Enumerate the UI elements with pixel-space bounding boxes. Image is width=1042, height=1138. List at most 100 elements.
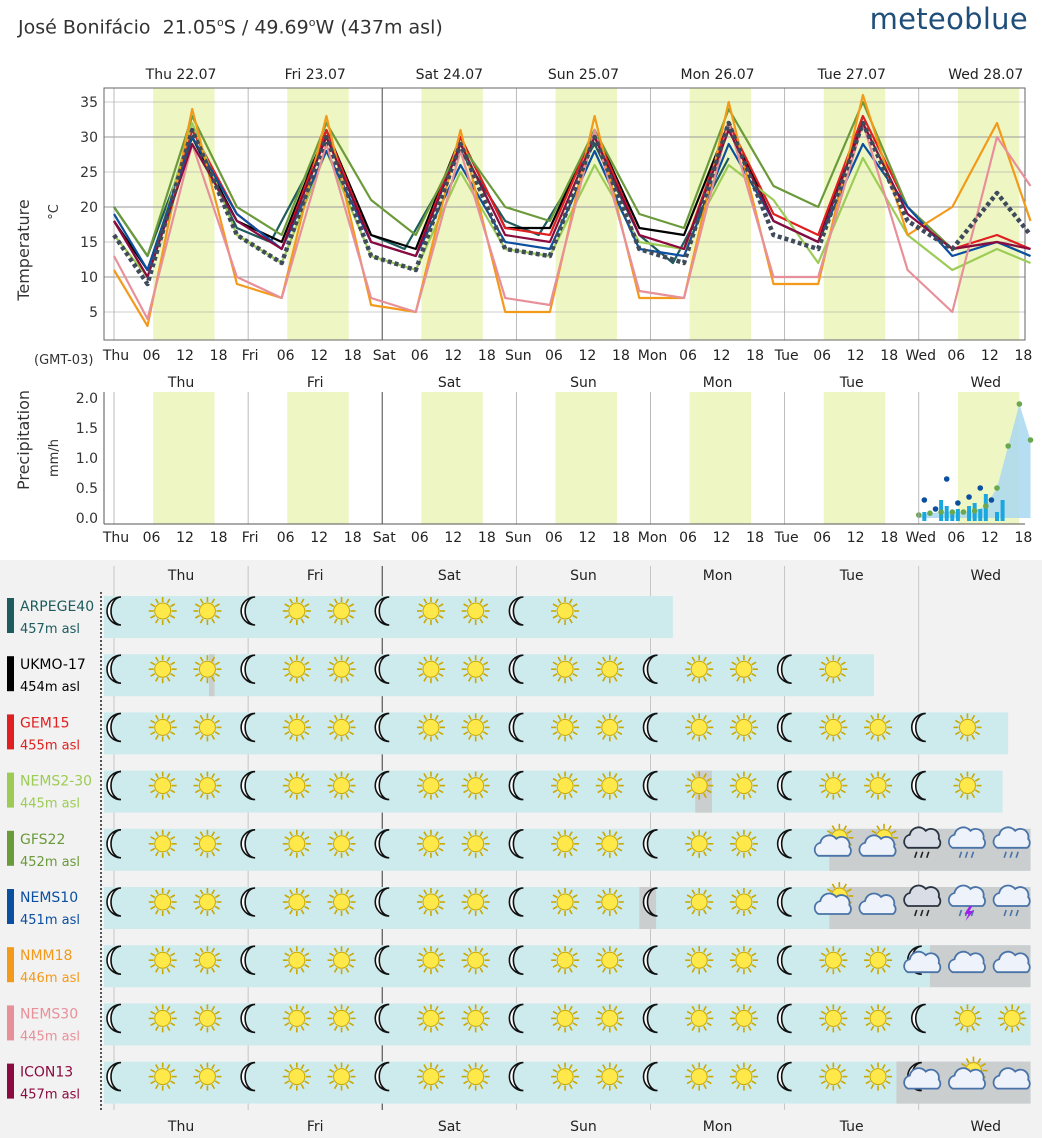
moon-shape: [106, 945, 122, 975]
sun-disc: [154, 1009, 172, 1027]
sun-icon: [193, 655, 222, 684]
sun-ray: [348, 964, 355, 968]
sun-disc: [601, 835, 619, 853]
sun-icon: [685, 713, 714, 742]
sun-ray: [691, 1083, 696, 1090]
sun-disc: [869, 1068, 887, 1086]
sun-ray: [881, 1083, 886, 1090]
sun-ray: [199, 947, 204, 953]
sun-ray: [552, 603, 558, 608]
sun-ray: [597, 836, 603, 840]
moon-shape: [240, 770, 256, 801]
sun-ray: [974, 719, 980, 724]
sun-ray: [840, 777, 846, 782]
sun-ray: [304, 847, 310, 852]
precip-bar: [994, 512, 999, 521]
sun-ray: [300, 947, 305, 953]
sun-ray: [825, 1025, 830, 1031]
precip-dot: [1027, 437, 1034, 443]
sun-disc: [735, 893, 753, 911]
sun-ray: [840, 1080, 846, 1085]
x-hour-label: 06: [277, 348, 295, 364]
sun-ray: [865, 1010, 871, 1015]
sun-ray: [199, 656, 204, 662]
sun-ray: [434, 1064, 439, 1070]
sun-ray: [333, 598, 338, 604]
day-date-label: Mon 26.07: [681, 67, 755, 83]
moon-icon: [911, 770, 926, 801]
sun-ray: [751, 847, 757, 852]
x-day-label: Mon: [638, 530, 668, 546]
sun-ray: [150, 836, 156, 840]
sun-ray: [170, 1022, 176, 1027]
sun-ray: [552, 1080, 558, 1085]
sun-icon: [461, 1004, 490, 1033]
sun-ray: [613, 676, 618, 682]
sun-ray: [348, 1022, 355, 1027]
sun-disc: [467, 718, 485, 736]
sun-ray: [155, 714, 159, 721]
sun-ray: [483, 1068, 489, 1073]
sun-ray: [597, 847, 603, 852]
sun-ray: [960, 1062, 967, 1067]
sun-ray: [284, 847, 290, 852]
moon-icon: [911, 712, 926, 743]
sun-icon: [282, 888, 311, 916]
sun-ray: [170, 1068, 176, 1073]
sun-ray: [736, 656, 741, 662]
day-label: Sat: [438, 375, 461, 391]
sun-ray: [820, 719, 826, 724]
sun-ray: [467, 1064, 472, 1070]
cloud-shape: [948, 1067, 986, 1090]
sun-ray: [974, 1022, 980, 1027]
sun-ray: [820, 1080, 826, 1085]
sun-ray: [304, 661, 310, 666]
sun-disc: [154, 660, 172, 678]
sun-ray: [837, 714, 842, 721]
sun-icon: [864, 946, 893, 975]
sun-ray: [691, 792, 696, 799]
moon-icon: [776, 945, 792, 975]
sun-disc: [422, 718, 440, 736]
sun-icon: [461, 946, 490, 975]
sun-ray: [199, 1005, 204, 1012]
sun-ray: [329, 673, 335, 677]
precip-bar: [922, 512, 927, 521]
sun-ray: [214, 1022, 220, 1027]
sun-ray: [840, 964, 846, 968]
x-hour-label: 12: [981, 530, 999, 546]
x-day-label: Sat: [373, 348, 396, 364]
sun-ray: [751, 1068, 757, 1073]
sun-ray: [348, 789, 355, 794]
precip-dot: [943, 476, 950, 482]
sun-ray: [602, 714, 606, 721]
cloud-shape: [992, 884, 1031, 907]
sun-ray: [348, 1010, 355, 1015]
sun-ray: [463, 789, 469, 794]
sun-ray: [418, 847, 424, 852]
sun-ray: [691, 734, 696, 740]
sun-ray: [211, 1005, 216, 1012]
sun-icon: [416, 597, 445, 625]
sun-ray: [155, 792, 159, 799]
sun-ray: [438, 1022, 444, 1027]
sun-ray: [686, 1010, 692, 1015]
day-label: Tue: [839, 375, 864, 391]
sun-ray: [617, 1080, 623, 1085]
sun-ray: [686, 789, 692, 794]
sun-ray: [568, 656, 573, 662]
sun-ray: [706, 731, 712, 736]
x-hour-label: 18: [344, 530, 362, 546]
sun-ray: [418, 661, 424, 666]
sun-ray: [304, 952, 310, 957]
sun-disc: [556, 951, 574, 969]
sun-ray: [284, 603, 290, 608]
sun-ray: [418, 603, 424, 608]
day-label: Wed: [971, 375, 1002, 391]
sun-icon: [327, 771, 356, 800]
sun-ray: [348, 673, 355, 677]
sun-icon: [551, 655, 580, 684]
sun-ray: [166, 773, 171, 779]
model-row: NEMS30 445m asl: [7, 1003, 1031, 1046]
x-hour-label: 06: [143, 348, 161, 364]
